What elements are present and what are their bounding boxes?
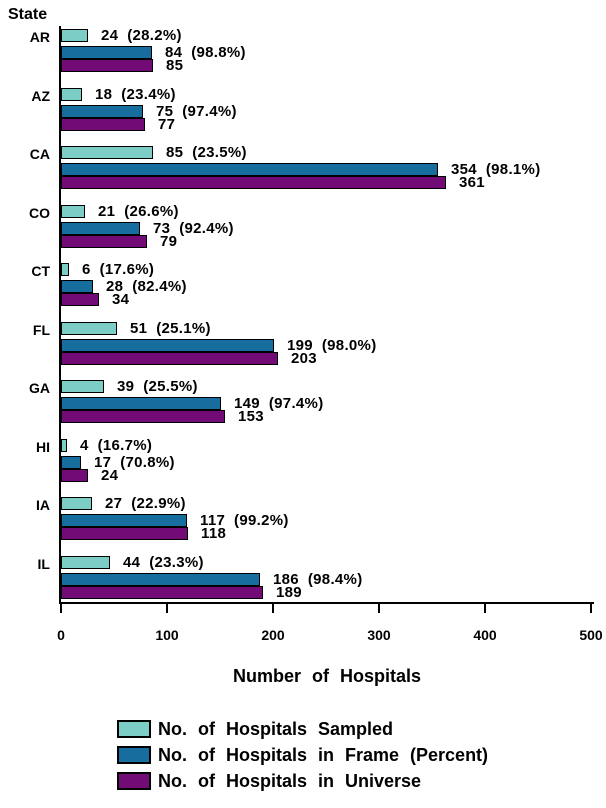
x-tick-label-300: 300 xyxy=(367,627,391,643)
bar-value-label-universe-hi: 24 xyxy=(101,467,119,484)
y-axis-line xyxy=(59,26,61,604)
bar-frame-az xyxy=(61,105,143,118)
category-label-fl: FL xyxy=(32,322,50,338)
bar-value-label-sampled-ia: 27 (22.9%) xyxy=(105,495,186,512)
category-label-az: AZ xyxy=(31,88,50,104)
bar-frame-il xyxy=(61,573,260,586)
bar-value-label-frame-ca: 354 (98.1%) xyxy=(451,161,541,178)
bar-universe-ar xyxy=(61,59,153,72)
category-label-co: CO xyxy=(29,205,50,221)
bar-value-label-universe-co: 79 xyxy=(160,233,178,250)
legend-item-sampled: No. of Hospitals Sampled xyxy=(117,718,488,739)
bar-frame-ar xyxy=(61,46,152,59)
bar-universe-az xyxy=(61,118,145,131)
x-tick-200 xyxy=(272,604,274,613)
x-tick-label-400: 400 xyxy=(473,627,497,643)
bar-universe-ct xyxy=(61,293,99,306)
x-tick-500 xyxy=(590,604,592,613)
legend-item-universe: No. of Hospitals in Universe xyxy=(117,770,488,791)
legend-label-frame: No. of Hospitals in Frame (Percent) xyxy=(158,744,489,765)
x-tick-400 xyxy=(484,604,486,613)
x-tick-label-500: 500 xyxy=(579,627,603,643)
legend-swatch-frame xyxy=(117,746,151,764)
category-label-ar: AR xyxy=(29,29,50,45)
bar-value-label-universe-ca: 361 xyxy=(459,174,485,191)
bar-sampled-fl xyxy=(61,322,117,335)
bar-value-label-frame-ct: 28 (82.4%) xyxy=(106,278,187,295)
bar-sampled-hi xyxy=(61,439,67,452)
bar-value-label-sampled-hi: 4 (16.7%) xyxy=(80,437,153,454)
x-tick-label-0: 0 xyxy=(57,627,65,643)
bar-sampled-ga xyxy=(61,380,104,393)
bar-value-label-universe-ct: 34 xyxy=(112,291,130,308)
legend-swatch-universe xyxy=(117,772,151,790)
bar-frame-ca xyxy=(61,163,438,176)
bar-sampled-co xyxy=(61,205,85,218)
legend-item-frame: No. of Hospitals in Frame (Percent) xyxy=(117,744,489,765)
bar-value-label-sampled-fl: 51 (25.1%) xyxy=(130,320,211,337)
bar-value-label-sampled-ga: 39 (25.5%) xyxy=(117,378,198,395)
bar-sampled-il xyxy=(61,556,110,569)
bar-value-label-universe-az: 77 xyxy=(158,116,176,133)
bar-value-label-sampled-ar: 24 (28.2%) xyxy=(101,27,182,44)
legend-swatch-sampled xyxy=(117,720,151,738)
bar-value-label-frame-il: 186 (98.4%) xyxy=(273,571,363,588)
bar-frame-hi xyxy=(61,456,81,469)
category-label-ct: CT xyxy=(31,263,50,279)
bar-universe-ia xyxy=(61,527,188,540)
bar-value-label-sampled-il: 44 (23.3%) xyxy=(123,554,204,571)
bar-value-label-universe-il: 189 xyxy=(276,584,302,601)
category-label-ga: GA xyxy=(29,380,50,396)
category-label-ia: IA xyxy=(36,497,50,513)
bar-universe-il xyxy=(61,586,263,599)
legend-label-sampled: No. of Hospitals Sampled xyxy=(158,718,394,739)
bar-value-label-universe-ga: 153 xyxy=(238,408,264,425)
bar-value-label-sampled-ca: 85 (23.5%) xyxy=(166,144,247,161)
x-tick-100 xyxy=(166,604,168,613)
bar-universe-ga xyxy=(61,410,225,423)
category-label-ca: CA xyxy=(29,146,50,162)
bar-value-label-frame-fl: 199 (98.0%) xyxy=(287,337,377,354)
bar-sampled-az xyxy=(61,88,82,101)
bar-frame-ga xyxy=(61,397,221,410)
bar-sampled-ia xyxy=(61,497,92,510)
bar-value-label-frame-ga: 149 (97.4%) xyxy=(234,395,324,412)
bar-value-label-sampled-ct: 6 (17.6%) xyxy=(82,261,155,278)
bar-value-label-frame-ar: 84 (98.8%) xyxy=(165,44,246,61)
bar-value-label-frame-az: 75 (97.4%) xyxy=(156,103,237,120)
bar-sampled-ca xyxy=(61,146,153,159)
bar-universe-ca xyxy=(61,176,446,189)
legend: No. of Hospitals Sampled No. of Hospital… xyxy=(117,718,489,798)
bar-value-label-sampled-az: 18 (23.4%) xyxy=(95,86,176,103)
bar-value-label-frame-ia: 117 (99.2%) xyxy=(200,512,289,529)
bar-frame-ia xyxy=(61,514,187,527)
bar-universe-hi xyxy=(61,469,88,482)
category-label-il: IL xyxy=(37,556,50,572)
bar-value-label-frame-co: 73 (92.4%) xyxy=(153,220,234,237)
bar-sampled-ct xyxy=(61,263,69,276)
x-axis-line xyxy=(59,602,594,604)
bar-value-label-universe-ia: 118 xyxy=(201,525,227,542)
bar-value-label-frame-hi: 17 (70.8%) xyxy=(94,454,175,471)
legend-label-universe: No. of Hospitals in Universe xyxy=(158,770,422,791)
bar-value-label-sampled-co: 21 (26.6%) xyxy=(98,203,179,220)
bar-frame-ct xyxy=(61,280,93,293)
x-tick-label-200: 200 xyxy=(261,627,285,643)
x-axis-label: Number of Hospitals xyxy=(232,666,422,686)
x-tick-label-100: 100 xyxy=(155,627,179,643)
y-axis-title: State xyxy=(8,6,48,23)
bar-sampled-ar xyxy=(61,29,88,42)
bar-frame-co xyxy=(61,222,140,235)
bar-value-label-universe-fl: 203 xyxy=(291,350,317,367)
bar-value-label-universe-ar: 85 xyxy=(166,57,184,74)
bar-universe-fl xyxy=(61,352,278,365)
bar-universe-co xyxy=(61,235,147,248)
category-label-hi: HI xyxy=(36,439,50,455)
x-tick-0 xyxy=(60,604,62,613)
x-tick-300 xyxy=(378,604,380,613)
bar-frame-fl xyxy=(61,339,274,352)
